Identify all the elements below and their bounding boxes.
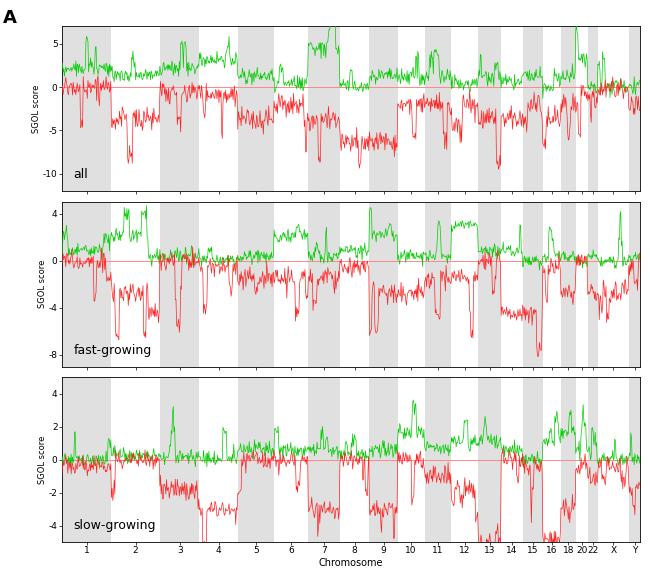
- Bar: [478, 26, 501, 191]
- Bar: [62, 26, 111, 191]
- Bar: [238, 26, 274, 191]
- Text: fast-growing: fast-growing: [73, 344, 151, 357]
- Bar: [160, 377, 200, 542]
- Bar: [308, 202, 340, 367]
- Bar: [424, 202, 452, 367]
- Bar: [308, 377, 340, 542]
- Y-axis label: SGOL score: SGOL score: [38, 260, 47, 308]
- Bar: [369, 26, 398, 191]
- Bar: [629, 377, 640, 542]
- Bar: [561, 26, 576, 191]
- Bar: [160, 26, 200, 191]
- Text: A: A: [3, 9, 17, 27]
- Text: all: all: [73, 168, 88, 181]
- Bar: [238, 202, 274, 367]
- Bar: [588, 26, 598, 191]
- Bar: [308, 26, 340, 191]
- Bar: [62, 377, 111, 542]
- Bar: [588, 377, 598, 542]
- Bar: [523, 26, 543, 191]
- Bar: [561, 377, 576, 542]
- Bar: [369, 202, 398, 367]
- Bar: [424, 377, 452, 542]
- Bar: [478, 202, 501, 367]
- X-axis label: Chromosome: Chromosome: [318, 558, 384, 568]
- Y-axis label: SGOL score: SGOL score: [32, 84, 42, 133]
- Bar: [369, 377, 398, 542]
- Bar: [629, 26, 640, 191]
- Bar: [478, 377, 501, 542]
- Bar: [629, 202, 640, 367]
- Bar: [561, 202, 576, 367]
- Bar: [62, 202, 111, 367]
- Text: slow-growing: slow-growing: [73, 519, 156, 532]
- Bar: [523, 202, 543, 367]
- Bar: [160, 202, 200, 367]
- Bar: [588, 202, 598, 367]
- Bar: [424, 26, 452, 191]
- Bar: [238, 377, 274, 542]
- Y-axis label: SGOL score: SGOL score: [38, 435, 47, 484]
- Bar: [523, 377, 543, 542]
